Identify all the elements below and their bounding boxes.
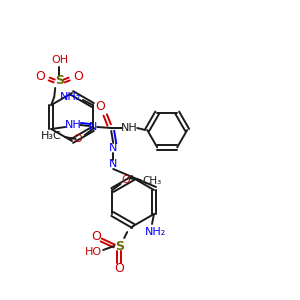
Text: O: O	[114, 262, 124, 275]
Text: N: N	[109, 143, 117, 153]
Text: N: N	[89, 122, 98, 132]
Text: O: O	[74, 134, 82, 144]
Text: OH: OH	[52, 55, 69, 65]
Text: N: N	[109, 159, 117, 169]
Text: O: O	[121, 175, 130, 185]
Text: O: O	[35, 70, 45, 83]
Text: H₃C: H₃C	[40, 131, 61, 141]
Text: NH₂: NH₂	[60, 92, 81, 102]
Text: O: O	[73, 70, 83, 83]
Text: NH: NH	[65, 120, 82, 130]
Text: S: S	[55, 74, 64, 88]
Text: NH: NH	[121, 123, 138, 133]
Text: O: O	[95, 100, 105, 112]
Text: NH₂: NH₂	[146, 227, 167, 237]
Text: O: O	[91, 230, 101, 244]
Text: CH₃: CH₃	[143, 176, 162, 186]
Text: HO: HO	[85, 247, 102, 257]
Text: S: S	[115, 239, 124, 253]
